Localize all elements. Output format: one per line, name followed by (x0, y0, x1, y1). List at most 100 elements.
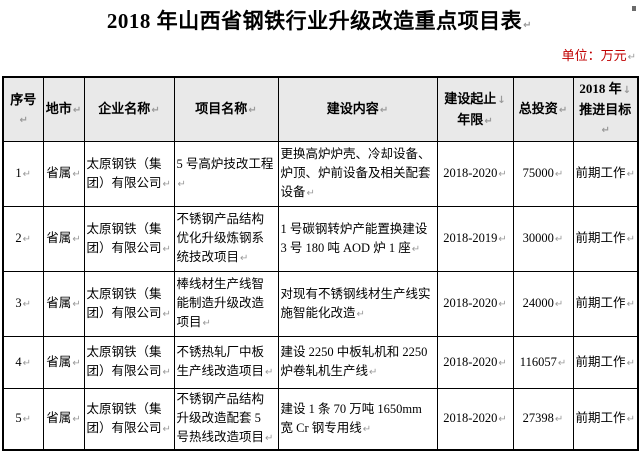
cell-city: 省属↵ (42, 141, 85, 207)
cell-project: 不锈钢产品结构优化升级炼钢系统技改项目↵ (173, 206, 279, 272)
cell-city: 省属↵ (42, 271, 85, 337)
cell-text: 太原钢铁（集团）有限公司 (86, 345, 162, 378)
linebreak-mark-icon: ↓ (622, 85, 632, 96)
paragraph-mark-icon: ↵ (626, 234, 635, 245)
paragraph-mark-icon: ↵ (72, 105, 82, 116)
header-cell-line: 建设起止↓ (440, 89, 511, 110)
paragraph-mark-icon: ↵ (498, 169, 507, 180)
header-label: 序号 (10, 91, 37, 107)
paragraph-mark-icon: ↵ (202, 318, 211, 329)
paragraph-mark-icon: ↵ (22, 234, 32, 245)
paragraph-mark-icon: ↵ (162, 178, 171, 190)
paragraph-mark-icon: ↵ (369, 367, 378, 378)
header-cell-line: 项目名称↵ (177, 99, 276, 120)
cell-years: 2018-2020↵ (436, 388, 514, 451)
paragraph-mark-icon: ↵ (265, 367, 274, 378)
paragraph-mark-icon: ↵ (240, 253, 249, 264)
cell-city: 省属↵ (42, 336, 85, 389)
page-title-text: 2018 年山西省钢铁行业升级改造重点项目表 (106, 9, 523, 33)
cell-text: 前期工作 (575, 411, 626, 425)
cell-text: 省属 (46, 231, 72, 245)
paragraph-mark-icon: ↵ (162, 308, 171, 320)
cell-text: 前期工作 (575, 166, 626, 180)
header-cell-line: 企业名称↵ (87, 99, 172, 120)
paragraph-mark-icon: ↵ (626, 357, 635, 369)
cell-text: 省属 (46, 296, 72, 310)
header-cell-3: 企业名称↵ (83, 76, 175, 142)
cell-text: 不锈钢产品结构升级改造配套 5 号热线改造项目 (176, 392, 265, 444)
header-label: 推进目标 (579, 102, 632, 117)
cell-text: 太原钢铁（集团）有限公司 (86, 286, 162, 320)
cell-city: 省属↵ (42, 206, 85, 272)
paragraph-mark-icon: ↵ (248, 105, 257, 116)
cell-content: 建设 2250 中板轧机和 2250 炉卷轧机生产线↵ (277, 336, 438, 389)
paragraph-mark-icon: ↵ (22, 299, 32, 310)
paragraph-mark-icon: ↵ (177, 178, 186, 190)
header-label: 2018 年 (579, 81, 622, 96)
paragraph-mark-icon: ↵ (265, 433, 274, 444)
cell-text: 不锈热轧厂中板生产线改造项目 (176, 345, 265, 378)
cell-content: 1 号碳钢转炉产能置换建设 3 号 180 吨 AOD 炉 1 座↵ (277, 206, 438, 272)
header-label: 建设起止 (444, 90, 497, 106)
cell-text: 不锈钢产品结构优化升级炼钢系统技改项目 (176, 212, 265, 264)
paragraph-mark-icon: ↵ (362, 423, 372, 435)
table-header-row: 序号↵ 地市↵ 企业名称↵ 项目名称↵ 建设内容↵ 建设起止↓ 年限↵ 总投资↵ 2018 年↓… (2, 76, 639, 142)
cell-content: 建设 1 条 70 万吨 1650mm 宽 Cr 钢专用线↵ (277, 388, 438, 451)
paragraph-mark-icon: ↵ (523, 20, 533, 31)
table-row-3: 3↵ 省属↵ 太原钢铁（集团）有限公司↵ 棒线材生产线智能制造升级改造项目↵ 对现有不锈… (2, 271, 639, 337)
paragraph-mark-icon: ↵ (162, 367, 171, 378)
cell-text: 建设 2250 中板轧机和 2250 炉卷轧机生产线 (280, 345, 428, 378)
unit-note: 单位：万元↵ (0, 47, 639, 65)
cell-text: 2018-2020 (443, 296, 498, 310)
cell-seq: 2↵ (2, 206, 44, 272)
cell-text: 30000 (522, 231, 554, 245)
cell-investment: 30000↵ (512, 206, 574, 272)
cell-years: 2018-2019↵ (436, 206, 514, 272)
header-label: 企业名称 (98, 101, 151, 116)
cell-text: 2018-2020 (443, 166, 498, 180)
paragraph-mark-icon: ↵ (484, 115, 493, 127)
page-title: 2018 年山西省钢铁行业升级改造重点项目表↵ (0, 0, 639, 40)
cell-text: 前期工作 (575, 231, 626, 245)
cell-years: 2018-2020↵ (436, 336, 514, 389)
cell-investment: 116057↵ (512, 336, 574, 389)
cell-company: 太原钢铁（集团）有限公司↵ (83, 141, 175, 207)
linebreak-mark-icon: ↓ (497, 94, 506, 106)
paragraph-mark-icon: ↵ (498, 414, 507, 425)
table-row-2: 2↵ 省属↵ 太原钢铁（集团）有限公司↵ 不锈钢产品结构优化升级炼钢系统技改项目↵ 1 … (2, 206, 639, 272)
paragraph-mark-icon: ↵ (554, 169, 564, 180)
header-label: 总投资 (518, 101, 558, 116)
header-cell-7: 总投资↵ (512, 76, 574, 142)
cell-seq: 1↵ (2, 141, 44, 207)
paragraph-mark-icon: ↵ (72, 234, 81, 245)
header-label: 地市 (45, 101, 72, 116)
cell-text: 对现有不锈钢线材生产线实施智能化改造 (280, 286, 431, 320)
cell-company: 太原钢铁（集团）有限公司↵ (83, 206, 175, 272)
cell-text: 1 号碳钢转炉产能置换建设 3 号 180 吨 AOD 炉 1 座 (280, 221, 428, 255)
paragraph-mark-icon: ↵ (554, 414, 564, 425)
cell-text: 24000 (522, 296, 554, 310)
cell-investment: 24000↵ (512, 271, 574, 337)
paragraph-mark-icon: ↵ (626, 414, 635, 425)
header-cell-line: 推进目标 ↵ (576, 100, 636, 140)
paragraph-mark-icon: ↵ (554, 299, 564, 310)
cell-text: 太原钢铁（集团）有限公司 (86, 401, 162, 435)
paragraph-mark-icon: ↵ (626, 169, 635, 180)
header-label: 项目名称 (195, 101, 248, 116)
table-row-1: 1↵ 省属↵ 太原钢铁（集团）有限公司↵ 5 号高炉技改工程↵ 更换高炉炉壳、冷却设备、… (2, 141, 639, 207)
cell-text: 1 (15, 166, 22, 180)
header-cell-2: 地市↵ (42, 76, 85, 142)
paragraph-mark-icon: ↵ (72, 299, 81, 310)
cell-content: 更换高炉炉壳、冷却设备、炉顶、炉前设备及相关配套设备↵ (277, 141, 438, 207)
cell-company: 太原钢铁（集团）有限公司↵ (83, 336, 175, 389)
paragraph-mark-icon: ↵ (558, 105, 568, 116)
paragraph-mark-icon: ↵ (601, 125, 610, 136)
header-label: 建设内容 (326, 101, 379, 116)
paragraph-mark-icon: ↵ (356, 308, 365, 320)
projects-table: 序号↵ 地市↵ 企业名称↵ 项目名称↵ 建设内容↵ 建设起止↓ 年限↵ 总投资↵ 2018 年↓… (2, 76, 639, 451)
unit-note-text: 单位：万元 (561, 48, 627, 63)
cell-years: 2018-2020↵ (436, 141, 514, 207)
paragraph-mark-icon: ↵ (72, 357, 81, 369)
cell-company: 太原钢铁（集团）有限公司↵ (83, 388, 175, 451)
cutoff-mark-icon (632, 6, 636, 11)
